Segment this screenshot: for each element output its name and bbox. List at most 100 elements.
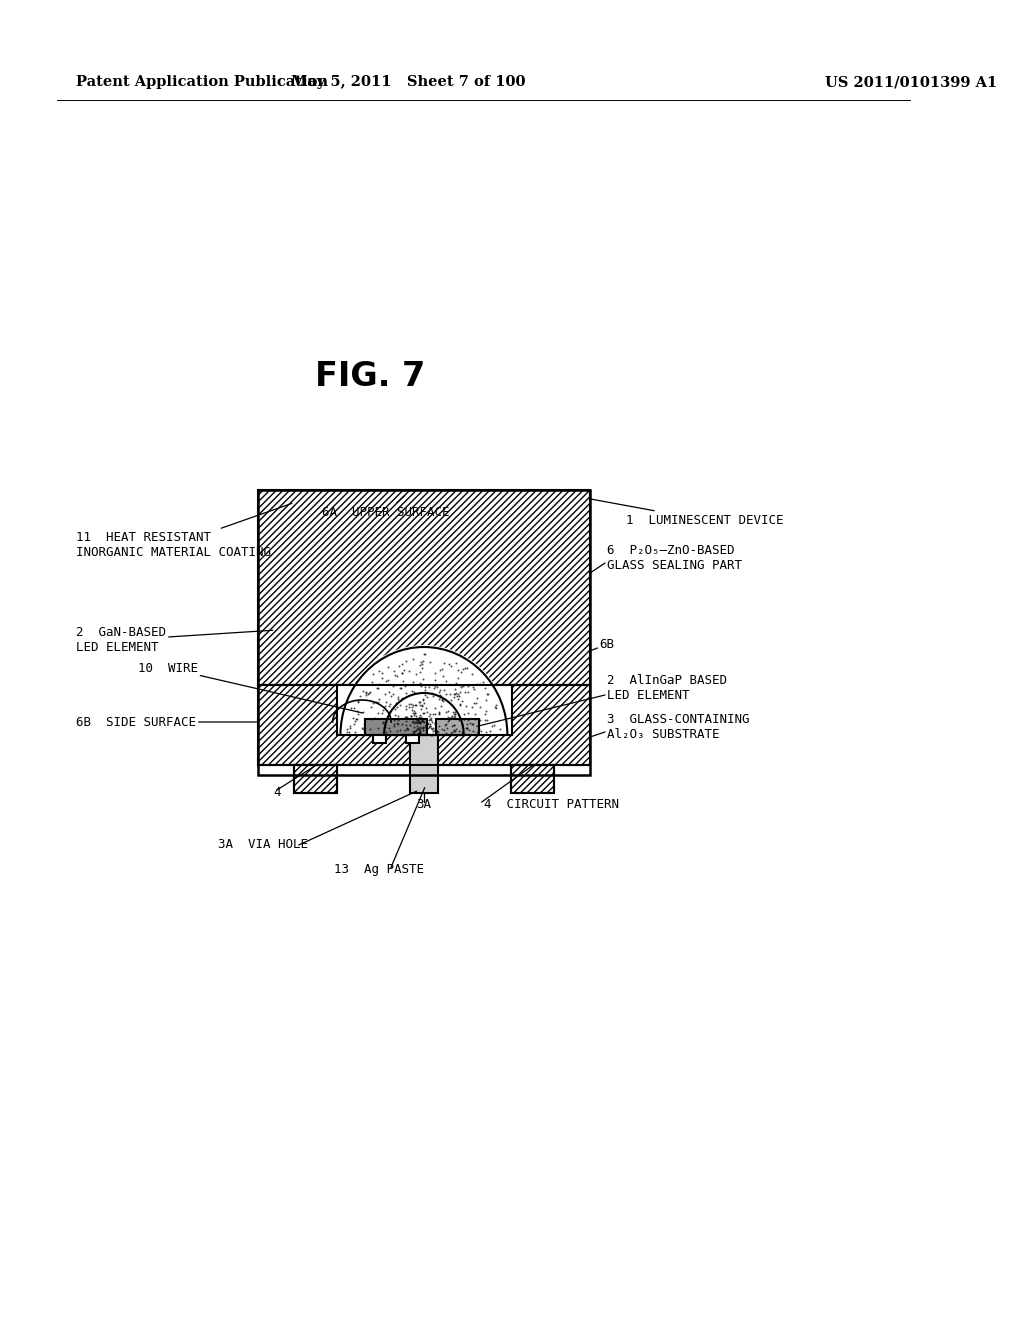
- Point: [437, 722, 454, 743]
- Point: [427, 714, 443, 735]
- Point: [477, 710, 494, 731]
- Point: [343, 697, 359, 718]
- Point: [374, 702, 390, 723]
- Point: [396, 659, 413, 680]
- Point: [455, 675, 471, 696]
- Point: [380, 656, 396, 677]
- Point: [411, 723, 427, 744]
- Point: [361, 681, 378, 702]
- Point: [440, 710, 457, 731]
- Point: [412, 705, 428, 726]
- Point: [412, 694, 428, 715]
- Point: [451, 710, 467, 731]
- Point: [370, 678, 386, 700]
- Wedge shape: [340, 647, 507, 735]
- Point: [387, 705, 403, 726]
- Point: [400, 696, 417, 717]
- Point: [428, 722, 444, 743]
- Text: May 5, 2011   Sheet 7 of 100: May 5, 2011 Sheet 7 of 100: [291, 75, 525, 88]
- Point: [356, 717, 373, 738]
- Point: [389, 665, 406, 686]
- Point: [398, 708, 415, 729]
- Point: [413, 706, 429, 727]
- Point: [423, 709, 439, 730]
- Point: [433, 696, 450, 717]
- Point: [450, 686, 466, 708]
- Point: [357, 684, 374, 705]
- Point: [479, 710, 496, 731]
- Point: [371, 689, 387, 710]
- Point: [365, 663, 381, 684]
- Point: [417, 715, 433, 737]
- Point: [391, 719, 408, 741]
- Bar: [258, 490, 590, 775]
- Point: [362, 718, 379, 739]
- Point: [412, 661, 428, 682]
- Point: [390, 713, 407, 734]
- Point: [451, 721, 467, 742]
- Text: 2  GaN-BASED
LED ELEMENT: 2 GaN-BASED LED ELEMENT: [76, 626, 272, 653]
- Point: [396, 676, 413, 697]
- Point: [427, 718, 443, 739]
- Point: [485, 715, 502, 737]
- Point: [386, 715, 402, 737]
- Point: [416, 711, 432, 733]
- Point: [444, 706, 461, 727]
- Point: [465, 714, 481, 735]
- Point: [414, 710, 430, 731]
- Point: [421, 710, 437, 731]
- Point: [339, 722, 355, 743]
- Point: [483, 715, 500, 737]
- Point: [376, 715, 392, 737]
- Point: [410, 715, 426, 737]
- Point: [464, 697, 480, 718]
- Point: [390, 686, 407, 708]
- Point: [452, 681, 468, 702]
- Text: 11  HEAT RESISTANT
INORGANIC MATERIAL COATING: 11 HEAT RESISTANT INORGANIC MATERIAL COA…: [76, 503, 292, 558]
- Point: [412, 722, 428, 743]
- Point: [397, 682, 414, 704]
- Point: [370, 692, 386, 713]
- Point: [408, 663, 424, 684]
- Point: [473, 719, 489, 741]
- Point: [360, 682, 377, 704]
- Point: [460, 676, 476, 697]
- Point: [411, 692, 427, 713]
- Point: [397, 696, 414, 717]
- Point: [467, 692, 483, 713]
- Point: [410, 723, 426, 744]
- Point: [477, 721, 494, 742]
- Point: [452, 694, 468, 715]
- Point: [467, 708, 483, 729]
- Point: [465, 676, 481, 697]
- Point: [377, 696, 393, 717]
- Point: [440, 700, 457, 721]
- Point: [406, 719, 422, 741]
- Point: [406, 702, 422, 723]
- Point: [492, 718, 508, 739]
- Text: FIG. 7: FIG. 7: [314, 360, 425, 393]
- Point: [456, 704, 472, 725]
- Point: [419, 686, 435, 708]
- Point: [364, 708, 380, 729]
- Point: [407, 702, 423, 723]
- Point: [445, 704, 462, 725]
- Point: [416, 668, 432, 689]
- Point: [404, 648, 421, 669]
- Bar: [258, 490, 590, 775]
- Point: [427, 697, 443, 718]
- Point: [461, 719, 477, 741]
- Point: [415, 718, 431, 739]
- Point: [424, 725, 440, 746]
- Point: [412, 713, 428, 734]
- Point: [385, 684, 401, 705]
- Point: [387, 665, 403, 686]
- Point: [410, 710, 426, 731]
- Point: [388, 692, 404, 713]
- Point: [394, 714, 411, 735]
- Wedge shape: [339, 645, 509, 735]
- Point: [420, 711, 436, 733]
- Point: [429, 721, 445, 742]
- Point: [381, 693, 397, 714]
- Point: [380, 669, 396, 690]
